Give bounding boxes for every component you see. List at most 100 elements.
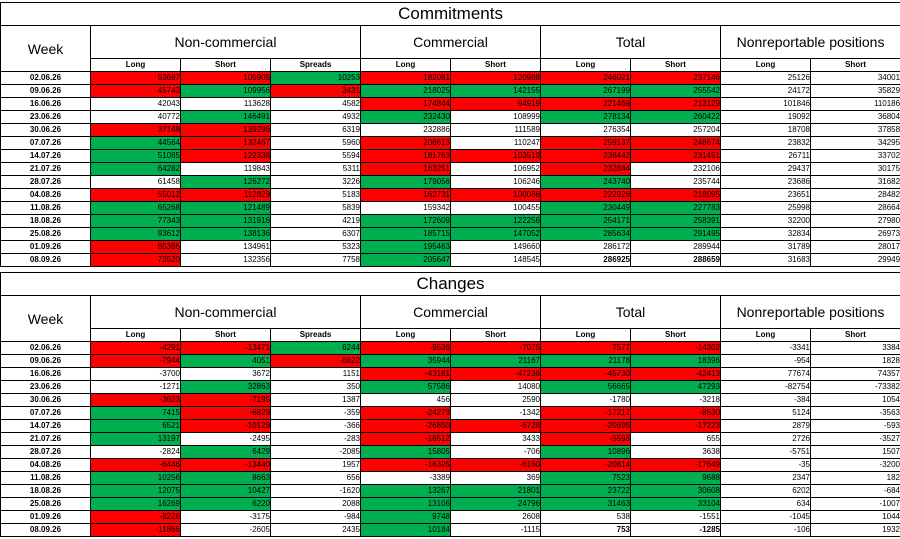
commitments-group-total: Total [540,25,721,59]
week-date-cell: 30.06.26 [0,123,91,137]
value-cell: 1151 [270,367,361,381]
value-cell: 258391 [630,214,721,228]
value-cell: 111589 [450,123,541,137]
week-date-cell: 25.08.26 [0,497,91,511]
value-cell: -14302 [630,341,721,355]
value-cell: -1007 [810,497,900,511]
value-cell: 74357 [810,367,900,381]
value-cell: 21178 [540,354,631,368]
value-cell: 28664 [809,201,900,215]
table-row: 30.06.26 -3623 -7195 1387 456 2590 -1780 -3218-… [0,393,900,407]
changes-subheader-cell: Spreads [270,328,361,342]
value-cell: 134961 [180,240,271,254]
value-cell: 120988 [450,71,541,85]
value-cell: 2879 [720,419,811,433]
value-cell: -7075 [450,341,541,355]
value-cell: 6319 [270,123,361,137]
changes-title: Changes [0,272,900,296]
value-cell: 7523 [540,471,631,485]
value-cell: 246021 [540,71,631,85]
value-cell: -35 [720,458,811,472]
value-cell: 276354 [540,123,631,137]
commitments-subheader-cell: Short [630,58,721,72]
value-cell: 19092 [720,110,811,124]
value-cell: 21167 [450,354,541,368]
table-row: 25.08.26 16269 6220 2088 13106 24796 31463 3310… [0,497,900,511]
value-cell: 218095 [630,188,721,202]
commitments-subheader-cell: Short [180,58,271,72]
week-date-cell: 16.06.26 [0,97,91,111]
value-cell: 44564 [90,136,181,150]
value-cell: 42043 [90,97,181,111]
commitments-title-row: Commitments [0,2,900,26]
commitments-group-header-row: Week Non-commercial Commercial Total Nonrepo… [0,25,900,72]
commitments-subheader-cell: Short [809,58,900,72]
value-cell: 9688 [630,471,721,485]
value-cell: 113628 [180,97,271,111]
value-cell: -5751 [720,445,811,459]
value-cell: -2495 [180,432,271,446]
table-row: 01.09.26 -8226 -3175 -984 9748 2608 538 -1551 -1… [0,510,900,524]
value-cell: -9536 [360,341,451,355]
value-cell: 248674 [630,136,721,150]
value-cell: -6160 [450,458,541,472]
changes-week-header: Week [0,295,91,342]
table-row: 08.09.26 -11866 -2605 2435 10184 -1115 753 -128… [0,523,900,537]
table-row: 09.06.26 -7944 4051 -6822 35944 21167 21178 183… [0,354,900,368]
value-cell: 237146 [630,71,721,85]
value-cell: 254171 [540,214,631,228]
value-cell: -1115 [450,523,541,537]
value-cell: -73382 [810,380,900,394]
value-cell: 110186 [809,97,900,111]
table-row: 30.06.26 37149 139296 6319 232886 111589 27635… [0,123,900,137]
value-cell: 100455 [450,201,541,215]
value-cell: 47293 [630,380,721,394]
value-cell: 108999 [450,110,541,124]
week-date-cell: 18.08.26 [0,484,91,498]
value-cell: 132356 [180,253,271,267]
week-date-cell: 04.08.26 [0,188,91,202]
value-cell: -5598 [540,432,631,446]
value-cell: 288659 [630,253,721,267]
changes-subheader-cell: Long [720,328,811,342]
week-date-cell: 16.06.26 [0,367,91,381]
table-row: 21.07.26 13197 -2495 -283 -18512 3433 -5598 655… [0,432,900,446]
value-cell: -43181 [360,367,451,381]
week-date-cell: 18.08.26 [0,214,91,228]
commitments-group-commercial: Commercial [360,25,541,59]
value-cell: 122256 [450,214,541,228]
table-row: 04.08.26 55012 112829 5183 162731 100086 22292… [0,188,900,202]
value-cell: -45730 [540,367,631,381]
value-cell: 231451 [630,149,721,163]
value-cell: 10427 [180,484,271,498]
value-cell: 213129 [630,97,721,111]
value-cell: -1551 [630,510,721,524]
value-cell: -16325 [360,458,451,472]
table-row: 11.08.26 65268 121489 5839 159342 100455 23044… [0,201,900,215]
week-date-cell: 14.07.26 [0,149,91,163]
table-row: 25.08.26 93612 138136 6307 185715 147052 28563… [0,227,900,241]
value-cell: 105905 [180,71,271,85]
value-cell: -3527 [810,432,900,446]
value-cell: 3431 [270,84,361,98]
value-cell: 257204 [630,123,721,137]
value-cell: -1620 [270,484,361,498]
value-cell: 12075 [90,484,181,498]
value-cell: 106952 [450,162,541,176]
value-cell: -47236 [450,367,541,381]
value-cell: 126272 [180,175,271,189]
value-cell: -8530 [630,406,721,420]
value-cell: 26973 [809,227,900,241]
value-cell: 93612 [90,227,181,241]
value-cell: 121489 [180,201,271,215]
value-cell: 634 [720,497,811,511]
value-cell: -6822 [270,354,361,368]
value-cell: -384 [720,393,811,407]
value-cell: 1387 [270,393,361,407]
value-cell: 289944 [630,240,721,254]
value-cell: 147052 [450,227,541,241]
value-cell: 2088 [270,497,361,511]
value-cell: 30175 [809,162,900,176]
value-cell: 122338 [180,149,271,163]
value-cell: 139296 [180,123,271,137]
